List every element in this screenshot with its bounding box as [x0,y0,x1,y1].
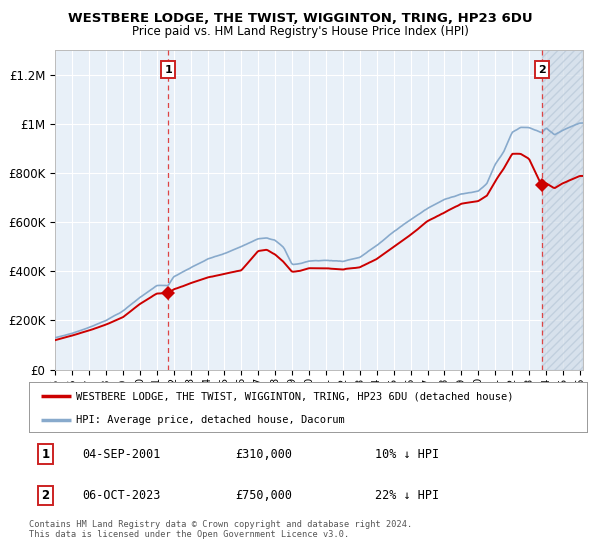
Text: 04-SEP-2001: 04-SEP-2001 [82,447,160,460]
Text: 2: 2 [538,64,545,74]
Text: 10% ↓ HPI: 10% ↓ HPI [375,447,439,460]
Text: HPI: Average price, detached house, Dacorum: HPI: Average price, detached house, Daco… [76,415,345,424]
Text: 2: 2 [41,489,50,502]
Text: 06-OCT-2023: 06-OCT-2023 [82,489,160,502]
Text: £310,000: £310,000 [235,447,292,460]
Text: £750,000: £750,000 [235,489,292,502]
Text: 1: 1 [164,64,172,74]
Text: Contains HM Land Registry data © Crown copyright and database right 2024.
This d: Contains HM Land Registry data © Crown c… [29,520,412,539]
Text: WESTBERE LODGE, THE TWIST, WIGGINTON, TRING, HP23 6DU: WESTBERE LODGE, THE TWIST, WIGGINTON, TR… [68,12,532,25]
Text: Price paid vs. HM Land Registry's House Price Index (HPI): Price paid vs. HM Land Registry's House … [131,25,469,38]
Text: 22% ↓ HPI: 22% ↓ HPI [375,489,439,502]
Text: 1: 1 [41,447,50,460]
Text: WESTBERE LODGE, THE TWIST, WIGGINTON, TRING, HP23 6DU (detached house): WESTBERE LODGE, THE TWIST, WIGGINTON, TR… [76,391,514,401]
